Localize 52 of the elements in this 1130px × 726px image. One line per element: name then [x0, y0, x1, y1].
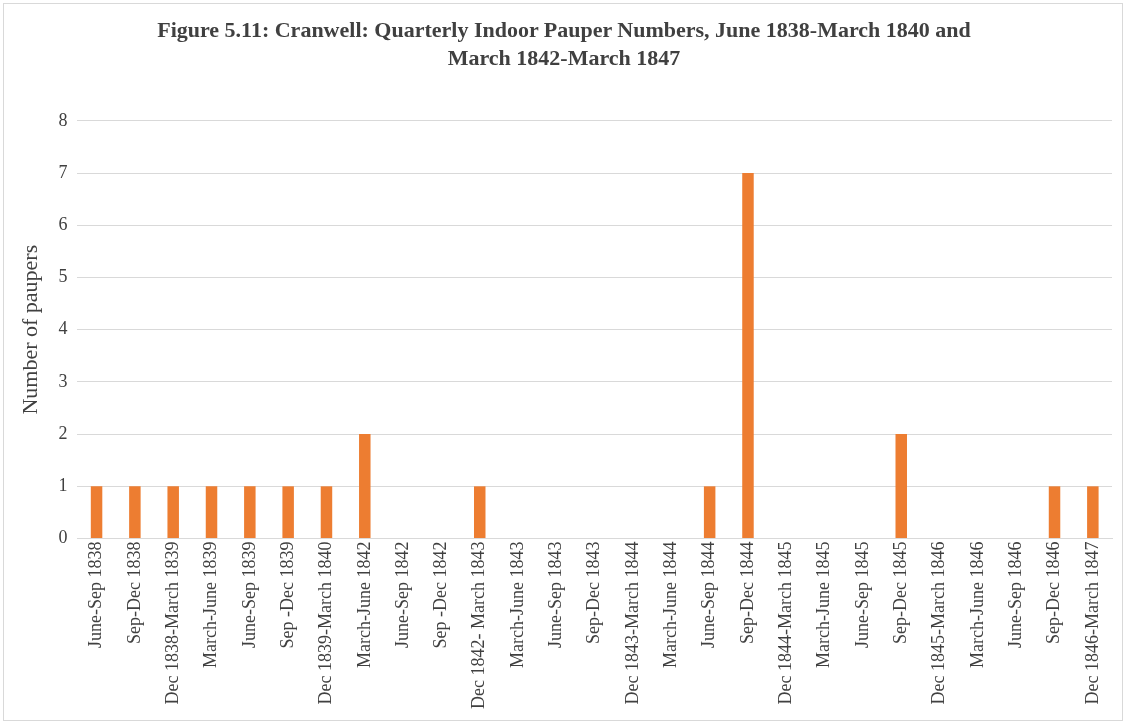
x-tick-label: June-Sep 1838 [85, 541, 106, 649]
x-tick-label: March-June 1839 [200, 541, 221, 669]
chart-title: Figure 5.11: Cranwell: Quarterly Indoor Pauper Numbers, June 1838-March 1840 and March 1842-March 1847 [156, 16, 972, 72]
x-tick-label: Dec 1843-March 1844 [621, 541, 642, 705]
x-tick-label: June-Sep 1839 [238, 541, 259, 649]
x-tick-label: Dec 1839-March 1840 [315, 541, 336, 705]
bar [90, 486, 103, 539]
x-tick-label: June-Sep 1844 [698, 541, 719, 649]
bar [167, 486, 179, 539]
bar [1087, 486, 1099, 539]
bar [129, 486, 141, 539]
bar [205, 486, 218, 539]
bar [244, 486, 256, 539]
y-tick-label: 8 [58, 109, 68, 130]
x-tick-label: Sep -Dec 1839 [276, 541, 297, 649]
x-tick-label: Dec 1838-March 1839 [161, 541, 182, 705]
bar [1048, 486, 1061, 539]
y-tick-label: 0 [58, 527, 68, 548]
bar [359, 434, 371, 539]
x-tick-label: Sep-Dec 1844 [736, 541, 757, 645]
bar [320, 486, 333, 539]
x-tick-label: Sep-Dec 1838 [123, 541, 144, 645]
y-tick-label: 2 [58, 422, 68, 443]
y-tick-label: 5 [58, 266, 68, 287]
x-tick-label: June-Sep 1846 [1004, 541, 1025, 649]
y-tick-label: 1 [58, 475, 68, 496]
x-tick-label: Sep-Dec 1843 [583, 541, 604, 645]
x-tick-label: Sep-Dec 1846 [1043, 541, 1064, 645]
bar [474, 486, 486, 539]
x-tick-label: Dec 1844-March 1845 [775, 541, 796, 705]
x-tick-label: Sep -Dec 1842 [430, 541, 451, 649]
x-tick-label: March-June 1844 [660, 541, 681, 669]
x-tick-label: March-June 1843 [506, 541, 527, 669]
x-tick-label: Dec 1842- March 1843 [468, 541, 489, 709]
y-axis-title: Number of paupers [16, 244, 42, 415]
x-tick-label: June-Sep 1843 [545, 541, 566, 649]
bar [895, 434, 907, 539]
x-tick-label: March-June 1842 [353, 541, 374, 669]
x-tick-label: June-Sep 1842 [391, 541, 412, 649]
y-tick-label: 4 [58, 318, 68, 339]
x-tick-label: Sep-Dec 1845 [889, 541, 910, 645]
x-tick-label: March-June 1846 [966, 541, 987, 669]
x-tick-label: Dec 1846-March 1847 [1081, 541, 1102, 705]
bar [703, 486, 716, 539]
x-tick-label: June-Sep 1845 [851, 541, 872, 649]
x-tick-label: Dec 1845-March 1846 [928, 541, 949, 705]
bar [742, 173, 754, 539]
bar [282, 486, 294, 539]
y-tick-label: 6 [58, 213, 68, 234]
y-tick-label: 3 [58, 370, 68, 391]
y-tick-label: 7 [58, 161, 68, 182]
x-tick-label: March-June 1845 [813, 541, 834, 669]
